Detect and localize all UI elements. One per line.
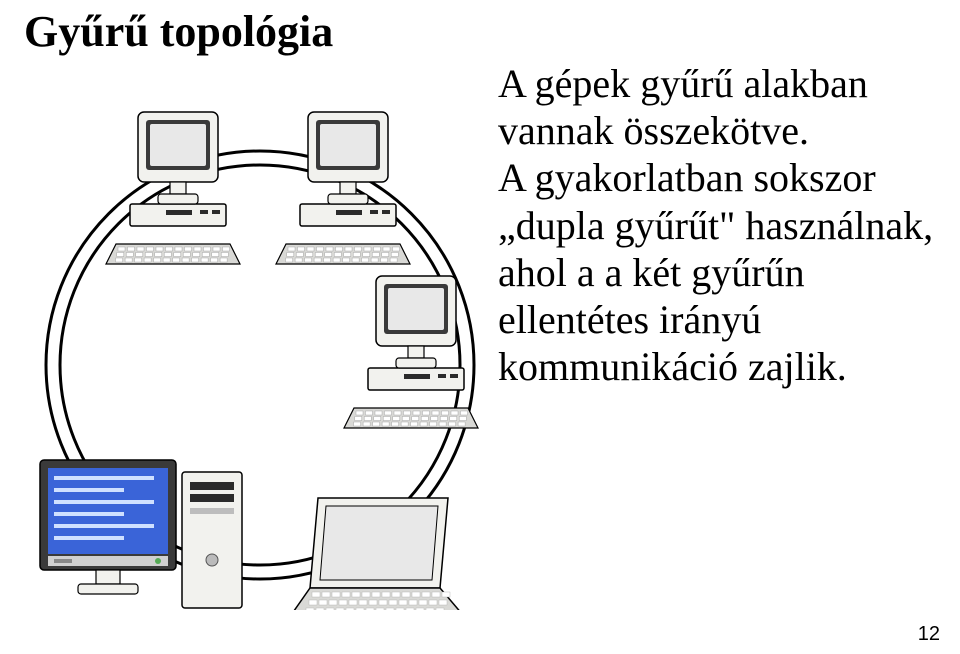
pc-top-right: [276, 112, 410, 264]
pc-top-left: [106, 112, 240, 264]
body-paragraph: A gépek gyűrű alakban vannak összekötve.…: [498, 60, 938, 390]
pc-right: [344, 276, 478, 428]
page-number: 12: [918, 623, 940, 646]
page-title: Gyűrű topológia: [24, 6, 333, 57]
ring-topology-diagram: [20, 90, 500, 610]
workstation: [20, 460, 242, 610]
laptop: [282, 498, 474, 610]
